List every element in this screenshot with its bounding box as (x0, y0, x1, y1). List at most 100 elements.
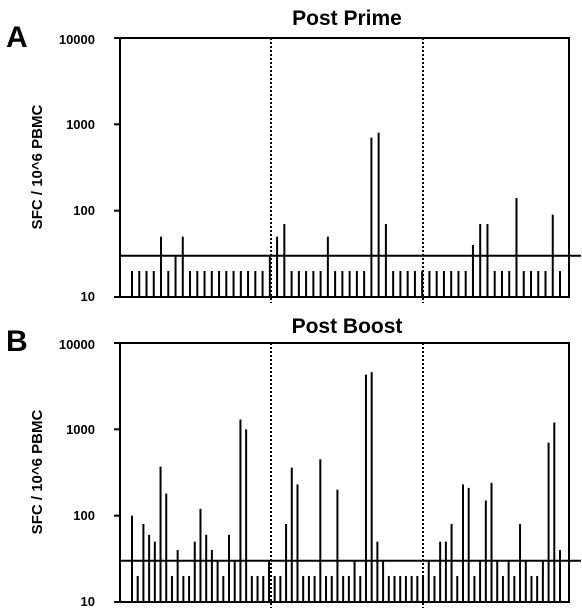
y-tick-label: 1000 (66, 117, 95, 132)
bar (319, 271, 322, 297)
bar (239, 419, 242, 602)
bar (225, 271, 228, 297)
bar (341, 271, 344, 297)
y-axis-ticks: 10 100 1000 10000 (59, 337, 95, 609)
chart-title: Post Prime (292, 7, 402, 30)
bar (370, 372, 373, 602)
bar (273, 576, 276, 602)
bar (553, 422, 556, 602)
bar (297, 271, 300, 297)
bar (261, 271, 264, 297)
bar (450, 524, 453, 602)
bar (153, 541, 156, 602)
bar (479, 224, 482, 297)
bar (307, 576, 310, 602)
panel-letter: A (6, 21, 28, 54)
y-axis-label: SFC / 10^6 PBMC (29, 410, 46, 535)
plot-border (119, 342, 570, 603)
bar (159, 466, 162, 602)
y-tick-label: 10000 (59, 337, 95, 352)
bar (176, 550, 179, 602)
bar (188, 576, 191, 602)
bar (464, 271, 467, 297)
bar (228, 534, 231, 602)
bar (334, 271, 337, 297)
bar (507, 560, 510, 602)
bar (326, 236, 329, 297)
bar (325, 576, 328, 602)
bar (290, 467, 293, 602)
bar (330, 576, 333, 602)
bar (131, 271, 133, 297)
bar (456, 576, 459, 602)
bar (461, 484, 464, 602)
bar (167, 271, 170, 297)
bar (170, 576, 173, 602)
bar (399, 271, 402, 297)
bar (493, 271, 496, 297)
bar (210, 271, 213, 297)
bar (500, 271, 503, 297)
bar (296, 484, 299, 602)
bar (522, 271, 525, 297)
bar (233, 560, 236, 602)
bar (410, 576, 413, 602)
bar (392, 271, 395, 297)
bar (355, 271, 358, 297)
bar (413, 271, 416, 297)
bar (268, 255, 271, 297)
bar (145, 271, 148, 297)
bar (450, 271, 453, 297)
bar (524, 560, 527, 602)
bar (342, 576, 345, 602)
bar (416, 576, 419, 602)
bar (473, 576, 476, 602)
bar (196, 271, 199, 297)
bar (136, 576, 139, 602)
bar (442, 271, 445, 297)
bar (313, 576, 316, 602)
bar (421, 271, 424, 297)
bar (376, 541, 379, 602)
bar (285, 524, 288, 602)
bar (174, 255, 177, 297)
bar (490, 482, 493, 602)
bar (152, 271, 155, 297)
bar (254, 271, 257, 297)
y-axis-ticks: 10 100 1000 10000 (59, 32, 95, 304)
bar (232, 271, 235, 297)
bar (382, 560, 385, 602)
bar (530, 576, 533, 602)
bars (131, 372, 561, 602)
y-tick-label: 10 (81, 594, 95, 609)
bar (467, 487, 470, 602)
bar (444, 541, 447, 602)
bar (363, 271, 366, 297)
bar (364, 374, 367, 602)
bar (559, 550, 561, 602)
bar (348, 271, 351, 297)
bar (519, 524, 522, 602)
bar (384, 224, 387, 297)
bar (377, 132, 380, 297)
panel-letter: B (6, 325, 28, 358)
bar (513, 576, 516, 602)
bar (148, 534, 151, 602)
y-tick-label: 1000 (66, 422, 95, 437)
bar (182, 576, 185, 602)
bar (165, 493, 168, 602)
bar (216, 560, 219, 602)
bar (267, 560, 270, 602)
bar (406, 271, 409, 297)
bar (256, 576, 259, 602)
bar (399, 576, 402, 602)
bar (427, 560, 430, 602)
bar (393, 576, 396, 602)
bar (283, 224, 286, 297)
bar (435, 271, 438, 297)
bar (479, 560, 482, 602)
bar (312, 271, 315, 297)
bar (138, 271, 141, 297)
bar (262, 576, 265, 602)
